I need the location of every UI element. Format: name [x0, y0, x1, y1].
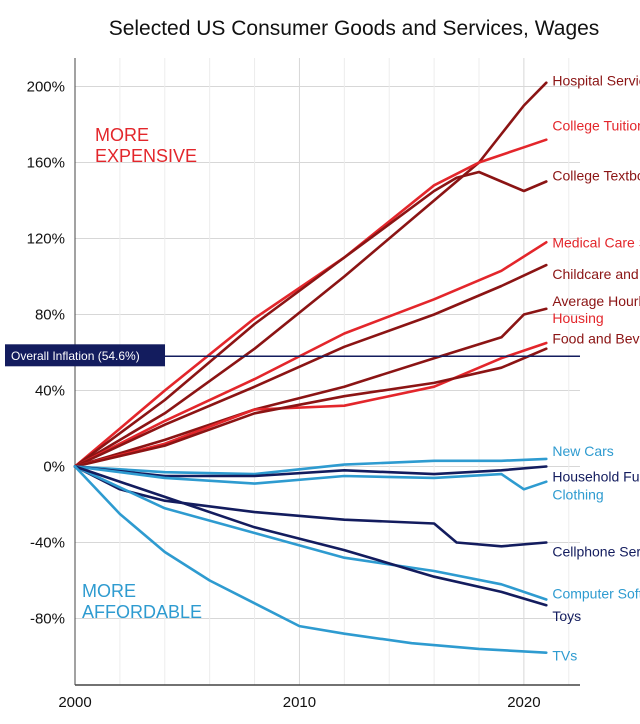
series-label-household-furnishings: Household Furnishings	[552, 469, 640, 485]
series-labels: Hospital Services College Tuition and Fee…	[552, 73, 640, 664]
series-label-new-cars: New Cars	[552, 443, 613, 459]
series-label-toys: Toys	[552, 608, 581, 624]
y-tick-label: 200%	[27, 79, 65, 96]
series-line-childcare-and-nursery-school	[73, 263, 548, 468]
series-label-hospital-services: Hospital Services	[552, 73, 640, 89]
series-label-childcare-and-nursery-school: Childcare and Nursery School	[552, 266, 640, 282]
series-label-average-hourly-wages: Average Hourly Wages	[552, 293, 640, 309]
inflation-reference: Overall Inflation (54.6%)	[5, 344, 580, 367]
y-tick-label: -80%	[30, 611, 65, 628]
y-tick-label: 120%	[27, 231, 65, 248]
series-label-college-textbooks: College Textbooks	[552, 168, 640, 184]
more-affordable-label: MORE	[82, 581, 136, 601]
series-line-college-textbooks	[73, 170, 548, 468]
series-label-medical-care-services: Medical Care Services	[552, 234, 640, 250]
y-tick-label: 80%	[35, 307, 65, 324]
series-label-tvs: TVs	[552, 648, 577, 664]
y-tick-label: -40%	[30, 535, 65, 552]
y-tick-label: 160%	[27, 155, 65, 172]
series-label-housing: Housing	[552, 310, 603, 326]
series-label-food-and-beverages: Food and Beverages	[552, 331, 640, 347]
series-label-computer-software: Computer Software	[552, 586, 640, 602]
axes: 200% 160% 120% 80% 40% 0% -40% -80% 2000 2010 2020	[27, 58, 580, 711]
series-line-new-cars	[73, 457, 548, 476]
series-line-hospital-services	[73, 81, 548, 468]
series-line-food-and-beverages	[73, 347, 548, 468]
inflation-label: Overall Inflation (54.6%)	[11, 349, 140, 363]
more-affordable-label: AFFORDABLE	[82, 602, 202, 622]
x-tick-label: 2010	[283, 694, 316, 711]
series-line-average-hourly-wages	[73, 307, 548, 468]
chart-subtitle: Selected US Consumer Goods and Services,…	[109, 17, 600, 40]
series-line-clothing	[73, 465, 548, 491]
series-lines	[73, 81, 548, 654]
more-expensive-label: MORE	[95, 125, 149, 145]
more-expensive-label: EXPENSIVE	[95, 146, 197, 166]
x-tick-label: 2020	[507, 694, 540, 711]
series-line-college-tuition-and-fees	[73, 138, 548, 468]
x-tick-label: 2000	[58, 694, 91, 711]
series-line-tvs	[73, 465, 548, 654]
series-line-housing	[73, 341, 548, 468]
series-line-household-furnishings	[73, 465, 548, 478]
series-label-clothing: Clothing	[552, 487, 603, 503]
series-label-cellphone-services: Cellphone Services	[552, 544, 640, 560]
inflation-badge	[5, 344, 165, 367]
series-line-medical-care-services	[73, 241, 548, 468]
series-label-college-tuition-and-fees: College Tuition and Fees	[552, 118, 640, 134]
y-tick-label: 40%	[35, 383, 65, 400]
series-line-computer-software	[73, 465, 548, 601]
y-tick-label: 0%	[43, 459, 65, 476]
series-line-toys	[73, 465, 548, 607]
